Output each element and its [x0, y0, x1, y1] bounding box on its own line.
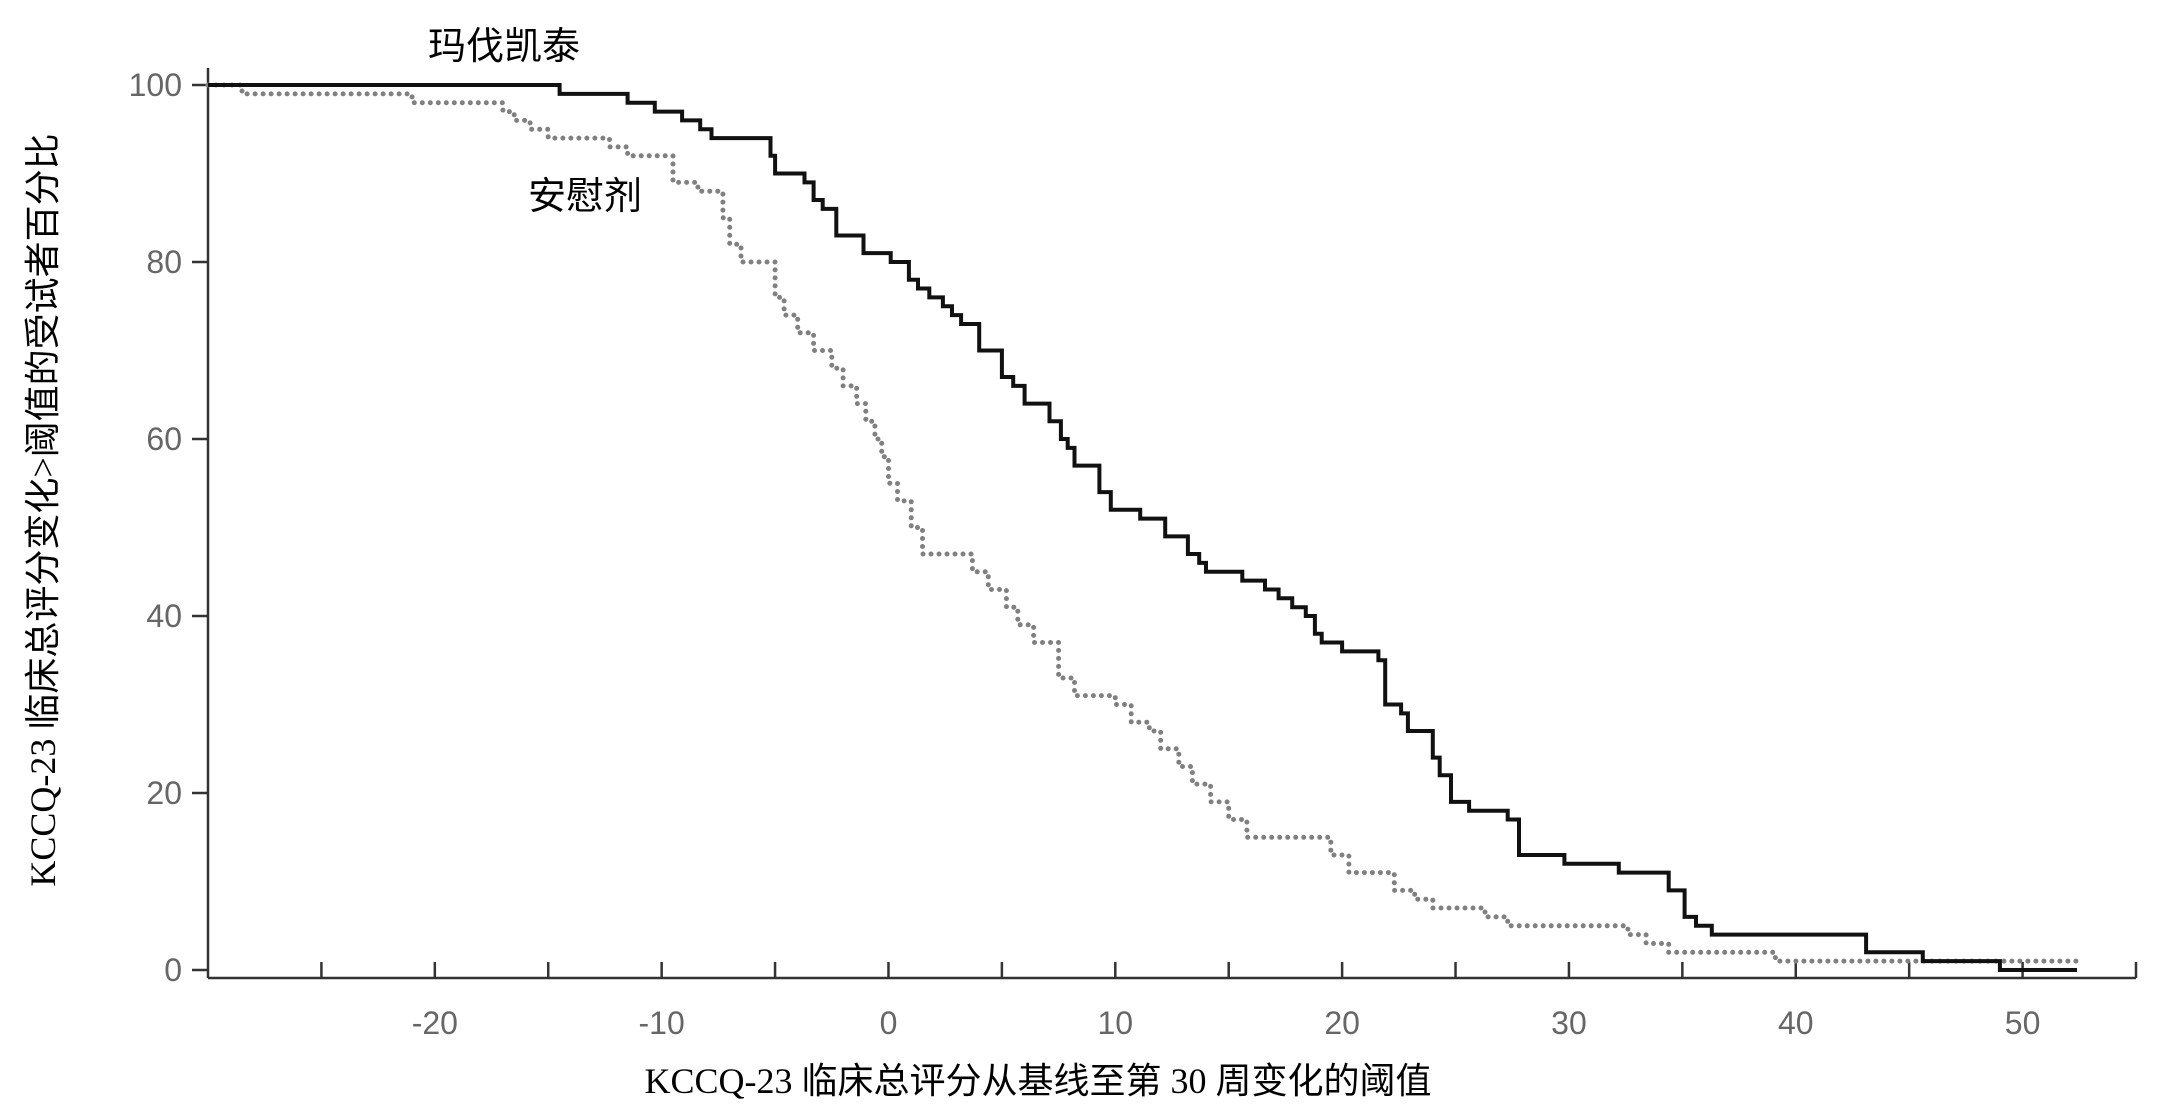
- x-ticks: -20 -10 0 10 20 30 40 50: [320, 962, 2138, 1041]
- y-axis-title: KCCQ-23 临床总评分变化>阈值的受试者百分比: [23, 133, 63, 886]
- x-tick-label: 10: [1097, 1005, 1133, 1041]
- series-line-mavacamten: [208, 83, 2077, 972]
- y-tick-label: 0: [164, 952, 182, 988]
- series-label-mavacamten: 玛伐凯泰: [428, 26, 580, 68]
- labels: 玛伐凯泰 安慰剂: [428, 26, 642, 218]
- x-tick-label: 40: [1778, 1005, 1814, 1041]
- axes: [206, 68, 2136, 980]
- x-tick-label: -20: [412, 1005, 458, 1041]
- y-tick-label: 20: [146, 775, 182, 811]
- series-label-placebo: 安慰剂: [528, 176, 642, 218]
- x-axis-title: KCCQ-23 临床总评分从基线至第 30 周变化的阈值: [644, 1061, 1431, 1101]
- x-tick-label: 0: [880, 1005, 898, 1041]
- x-tick-label: 50: [2005, 1005, 2041, 1041]
- y-ticks: 0 20 40 60 80 100: [129, 67, 208, 988]
- series-line-placebo: [205, 82, 2087, 964]
- y-tick-label: 60: [146, 421, 182, 457]
- y-tick-label: 100: [129, 67, 182, 103]
- x-tick-label: 20: [1324, 1005, 1360, 1041]
- y-tick-label: 40: [146, 598, 182, 634]
- x-tick-label: 30: [1551, 1005, 1587, 1041]
- x-tick-label: -10: [639, 1005, 685, 1041]
- series-layer: [205, 82, 2087, 972]
- y-tick-label: 80: [146, 244, 182, 280]
